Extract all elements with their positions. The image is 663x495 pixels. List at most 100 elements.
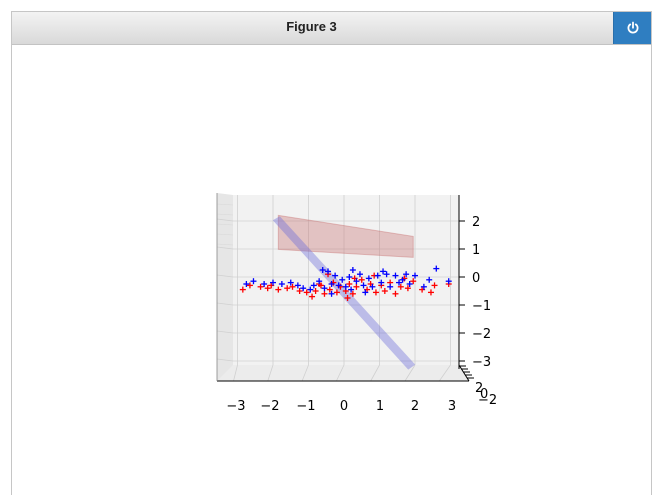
surfaces — [272, 214, 416, 370]
red-point — [289, 283, 296, 290]
grid-line-floor — [233, 364, 238, 382]
grid-line-floor — [267, 364, 274, 382]
x-tick-label: −3 — [226, 399, 245, 414]
blue-point — [243, 281, 250, 287]
blue-point — [349, 267, 356, 273]
red-point — [381, 288, 388, 294]
blue-point — [399, 276, 406, 283]
blue-point — [319, 267, 326, 273]
x-tick-label: 0 — [340, 399, 348, 414]
x-tick-label: 2 — [411, 399, 419, 414]
red-point — [246, 282, 253, 289]
red-point — [346, 281, 353, 287]
blue-point — [369, 283, 376, 290]
red-point — [344, 295, 351, 301]
blue-point — [433, 265, 440, 272]
blue-point — [250, 278, 257, 285]
red-point — [264, 285, 271, 292]
red-point — [275, 286, 282, 293]
red-point — [309, 293, 316, 300]
red-point — [296, 288, 303, 294]
z-tick-labels: 2 1 0 −1 −2 −3 — [459, 215, 491, 370]
figure-window: Figure 3 — [11, 11, 652, 495]
z-tick-label: −2 — [472, 327, 491, 342]
power-icon — [627, 21, 638, 34]
grid-line-floor — [370, 364, 380, 382]
grid-line-side — [216, 358, 234, 362]
red-point — [372, 289, 379, 296]
side-pane — [217, 193, 233, 381]
red-point — [257, 283, 264, 290]
grid-line-side — [216, 223, 234, 226]
red-point — [303, 289, 310, 296]
blue-point — [353, 278, 360, 285]
red-point — [349, 290, 356, 297]
blue-point — [403, 271, 410, 278]
x-tick-label: −1 — [296, 399, 315, 414]
blue-point — [348, 286, 355, 293]
red-point — [397, 283, 404, 290]
x-tick-labels: −3 −2 −1 0 1 2 3 — [226, 399, 456, 414]
red-point — [333, 289, 340, 296]
red-point — [404, 285, 411, 292]
y-tick-label: 2 — [475, 381, 483, 396]
blue-point — [356, 271, 363, 278]
red-point — [326, 286, 333, 293]
z-tick-label: 1 — [472, 243, 480, 258]
blue-plane — [272, 216, 416, 370]
blue-point — [383, 271, 390, 278]
grid-line-side — [216, 274, 234, 278]
red-point — [392, 290, 399, 297]
red-plane — [277, 214, 414, 258]
window-title: Figure 3 — [286, 19, 337, 34]
blue-point — [270, 279, 276, 286]
grid-line-floor — [438, 364, 451, 382]
blue-point — [380, 268, 387, 275]
blue-point — [362, 289, 369, 296]
y-axis-ticks: 2 0 −2 — [458, 364, 497, 408]
grid-line-side — [216, 213, 234, 216]
close-figure-button[interactable] — [613, 12, 651, 44]
grid-line-side — [216, 330, 234, 334]
red-point — [431, 282, 438, 289]
blue-point — [406, 281, 413, 287]
blue-point — [328, 290, 335, 297]
red-point — [321, 290, 328, 297]
blue-point — [325, 268, 332, 275]
z-tick-label: −1 — [472, 299, 491, 314]
blue-point — [328, 281, 335, 287]
grid-line-floor — [336, 364, 345, 382]
blue-point — [310, 282, 317, 289]
y-tick-label: 0 — [480, 387, 488, 402]
grid-line-side — [216, 233, 234, 236]
blue-point — [426, 276, 433, 283]
x-tick-label: 1 — [376, 399, 384, 414]
x-tick-label: 3 — [448, 399, 456, 414]
grid-line-side — [216, 203, 234, 206]
axes-3d: 2 0 −2 −3 −2 −1 0 1 2 3 2 1 0 −1 −2 −3 — [216, 193, 497, 414]
grid-line-side — [216, 246, 234, 250]
blue-point — [300, 285, 307, 292]
blue-point — [387, 283, 394, 290]
blue-point — [445, 278, 452, 285]
grid-line-side — [216, 243, 234, 246]
grid-line-side — [216, 218, 234, 222]
red-point — [239, 286, 246, 293]
blue-point — [412, 272, 418, 279]
z-tick-label: 0 — [472, 271, 480, 286]
x-tick-label: −2 — [260, 399, 279, 414]
blue-point — [307, 286, 314, 293]
grid-line-floor — [404, 364, 416, 382]
scatter-markers — [239, 265, 452, 301]
blue-point — [294, 282, 301, 289]
red-point — [284, 285, 291, 292]
grid-line-floor — [301, 364, 309, 382]
title-bar: Figure 3 — [12, 12, 651, 45]
z-tick-label: 2 — [472, 215, 480, 230]
z-tick-label: −3 — [472, 355, 491, 370]
blue-point — [346, 274, 353, 280]
grid-lines — [216, 195, 459, 382]
red-point — [353, 283, 360, 290]
blue-point — [378, 279, 385, 286]
